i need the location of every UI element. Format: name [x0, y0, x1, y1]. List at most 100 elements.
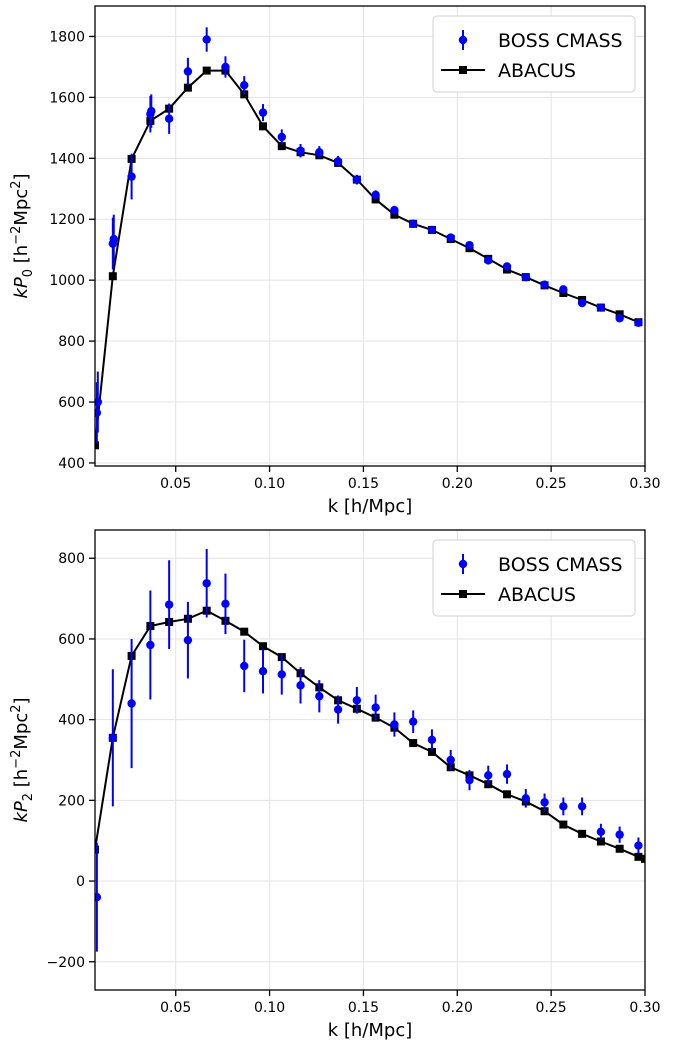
boss-point: [465, 775, 474, 785]
boss-point: [240, 661, 249, 671]
y-tick-label: 1800: [49, 29, 85, 45]
abacus-marker: [427, 747, 436, 756]
abacus-marker: [596, 837, 605, 846]
boss-point: [109, 234, 118, 244]
plot-area: [95, 27, 643, 450]
y-tick-label: 600: [58, 632, 85, 648]
y-tick-label: 800: [58, 551, 85, 567]
boss-point: [277, 132, 286, 142]
y-tick-label: 1400: [49, 151, 85, 167]
y-tick-label: 1600: [49, 90, 85, 106]
x-tick-label: 0.05: [160, 476, 191, 492]
boss-point: [577, 298, 587, 308]
axes-frame: [94, 529, 646, 991]
boss-point: [371, 703, 380, 712]
legend-boss-marker: [458, 35, 468, 45]
legend-boss-label: BOSS CMASS: [498, 30, 623, 52]
boss-point: [540, 280, 549, 289]
boss-point: [427, 735, 437, 745]
boss-point: [164, 600, 174, 609]
abacus-marker: [503, 790, 512, 799]
y-tick-label: 1200: [49, 212, 85, 228]
boss-point: [634, 318, 643, 328]
boss-point: [502, 769, 512, 779]
boss-point: [596, 303, 606, 312]
legend-boss-marker: [458, 559, 468, 569]
x-tick-label: 0.15: [348, 476, 379, 492]
abacus-marker: [578, 829, 587, 838]
boss-point: [446, 755, 455, 765]
boss-point: [540, 798, 549, 807]
y-tick-label: 1000: [49, 273, 85, 289]
boss-point: [164, 114, 174, 123]
boss-point: [127, 172, 136, 181]
boss-point: [221, 599, 230, 609]
x-axis-label: k [h/Mpc]: [328, 496, 413, 517]
abacus-marker: [240, 627, 249, 636]
boss-point: [427, 225, 437, 235]
legend-abacus-marker: [459, 590, 467, 598]
x-tick-label: 0.15: [348, 1000, 379, 1016]
y-tick-label: 0: [76, 874, 85, 890]
x-tick-label: 0.20: [442, 1000, 473, 1016]
boss-point: [147, 106, 156, 116]
legend: BOSS CMASS ABACUS: [432, 15, 636, 93]
boss-point: [127, 699, 136, 708]
boss-point: [258, 667, 268, 676]
legend-abacus-label: ABACUS: [498, 60, 576, 82]
boss-point: [390, 205, 399, 215]
boss-point: [559, 285, 568, 294]
abacus-marker: [95, 441, 99, 450]
y-tick-label: 600: [58, 395, 85, 411]
x-axis-label: k [h/Mpc]: [328, 1020, 413, 1041]
y-tick-label: 800: [58, 334, 85, 350]
x-tick-label: 0.10: [254, 476, 285, 492]
boss-point: [352, 696, 362, 705]
boss-point: [183, 635, 193, 645]
x-tick-label: 0.30: [629, 476, 660, 492]
boss-point: [596, 827, 606, 837]
chart-2: 0.05 0.10 0.15 0.20 0.25 0.30 −200 0 200 400 600 80…: [9, 529, 661, 1041]
legend-boss-label: BOSS CMASS: [498, 554, 623, 576]
abacus-marker: [409, 739, 418, 748]
boss-point: [146, 640, 155, 650]
axes-frame: [94, 5, 646, 467]
abacus-marker: [390, 210, 399, 219]
boss-point: [615, 314, 624, 323]
abacus-marker: [259, 122, 268, 131]
x-tick-label: 0.30: [629, 1000, 660, 1016]
boss-point: [484, 256, 493, 265]
boss-point: [390, 720, 399, 729]
boss-point: [352, 175, 362, 184]
x-tick-label: 0.10: [254, 1000, 285, 1016]
legend-box: [432, 539, 636, 617]
abacus-marker: [559, 820, 568, 829]
boss-point: [240, 81, 249, 90]
abacus-marker: [259, 642, 268, 651]
boss-point: [559, 802, 568, 811]
boss-point: [296, 681, 305, 690]
abacus-marker: [202, 66, 211, 75]
x-tick-label: 0.25: [536, 476, 567, 492]
y-tick-label: 400: [58, 713, 85, 729]
boss-point: [484, 771, 493, 780]
plot-area: [95, 548, 645, 952]
boss-point: [95, 397, 103, 407]
boss-point: [615, 830, 624, 839]
x-tick-label: 0.05: [160, 1000, 191, 1016]
boss-point: [634, 841, 643, 850]
boss-point: [183, 67, 193, 76]
boss-point: [315, 692, 324, 701]
boss-point: [333, 705, 343, 714]
y-axis-label: kP2 [h−2Mpc2]: [9, 697, 36, 822]
y-tick-label: −200: [47, 955, 85, 971]
abacus-marker: [277, 142, 286, 151]
abacus-marker: [615, 844, 624, 853]
abacus-marker: [641, 854, 645, 863]
boss-point: [521, 794, 531, 803]
boss-point: [315, 148, 324, 157]
boss-point: [108, 733, 118, 743]
legend-box: [432, 15, 636, 93]
boss-point: [277, 670, 286, 679]
